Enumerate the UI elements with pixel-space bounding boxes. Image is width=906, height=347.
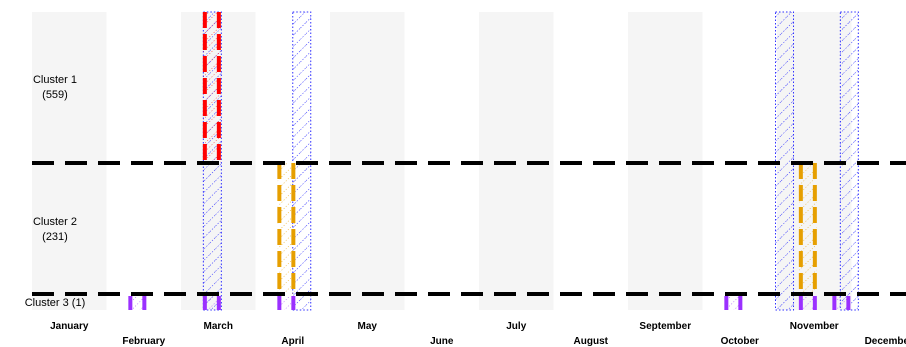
cluster-2-label: Cluster 2 (231) — [32, 216, 78, 243]
month-label-may: May — [357, 321, 377, 332]
cluster-2-marker-2 — [277, 163, 296, 294]
month-label-june: June — [430, 336, 454, 347]
month-label-february: February — [122, 336, 166, 347]
cluster-3-marker-7 — [724, 296, 743, 310]
month-label-september: September — [639, 321, 692, 332]
cluster-1-marker-1 — [202, 12, 221, 163]
month-label-july: July — [506, 321, 527, 332]
cluster-markers — [128, 12, 851, 310]
cluster-3-marker-5 — [202, 296, 221, 310]
cluster-3-marker-6 — [277, 296, 296, 310]
month-label-november: November — [789, 321, 839, 332]
cluster-2-marker-3 — [798, 163, 817, 294]
cluster-1-label: Cluster 1 (559) — [32, 74, 78, 101]
month-label-august: August — [573, 336, 608, 347]
month-label-april: April — [281, 336, 305, 347]
month-label-october: October — [720, 336, 759, 347]
cluster-dividers — [32, 161, 906, 296]
cluster-3-marker-4 — [128, 296, 147, 310]
month-label-march: March — [203, 321, 233, 332]
cluster-3-marker-8 — [798, 296, 817, 310]
month-label-december: December — [864, 336, 906, 347]
cluster-3-label: Cluster 3 (1) — [24, 297, 86, 309]
month-label-january: January — [50, 321, 89, 332]
cluster-3-marker-9 — [832, 296, 851, 310]
